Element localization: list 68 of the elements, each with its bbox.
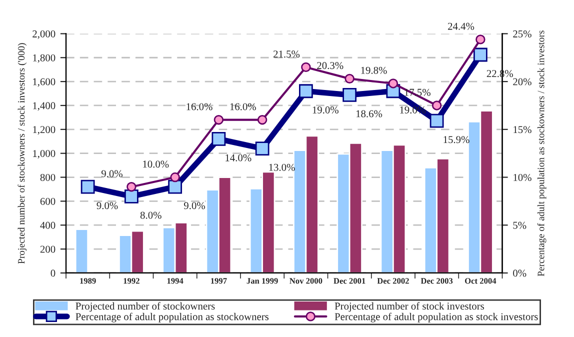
data-label: 18.6% — [356, 110, 382, 118]
point — [170, 172, 180, 182]
point — [473, 48, 488, 62]
point — [344, 74, 354, 84]
point — [388, 78, 398, 88]
point — [301, 62, 311, 72]
y2-tick-label: 15% — [514, 126, 532, 134]
y-tick-label: 200 — [40, 246, 56, 253]
point — [126, 182, 136, 192]
x-tick-label: Dec 2002 — [377, 278, 409, 284]
data-label: 14.0% — [226, 154, 252, 162]
point — [214, 114, 224, 125]
y-tick-label: 2,000 — [32, 30, 56, 39]
x-tick-label: 1994 — [167, 278, 184, 284]
data-label: 16.0% — [230, 103, 256, 110]
point — [80, 180, 95, 194]
y-tick-label: 800 — [40, 174, 56, 181]
y2-tick-label: 25% — [513, 30, 532, 38]
y-tick-label: 1,800 — [33, 54, 56, 63]
x-tick-label: 1989 — [80, 278, 96, 284]
legend-label: Percentage of adult population as stock investors — [334, 312, 538, 322]
legend-label: Projected number of stockowners — [76, 302, 215, 312]
point — [212, 132, 226, 146]
y-tick-label: 0 — [50, 270, 56, 277]
point — [342, 88, 357, 102]
point — [168, 180, 182, 194]
data-label: 15.9% — [444, 136, 470, 144]
data-label: 16.0% — [186, 103, 212, 110]
data-label: 9.0% — [101, 170, 122, 178]
point — [255, 142, 270, 156]
data-label: 19.8% — [361, 66, 387, 74]
y-tick-label: 1,200 — [33, 126, 56, 135]
bar — [74, 228, 89, 273]
x-tick-label: Dec 2003 — [420, 278, 453, 284]
data-label: 13.0% — [269, 164, 295, 171]
point — [298, 84, 313, 98]
y2-tick-label: 0% — [513, 270, 526, 277]
x-tick-label: Jan 1999 — [246, 278, 278, 284]
y-tick-label: 1,600 — [33, 78, 56, 87]
x-tick-label: 1997 — [211, 278, 227, 284]
y-tick-label: 1,000 — [33, 150, 56, 159]
point — [124, 189, 138, 204]
data-label: 21.5% — [274, 50, 300, 58]
y-tick-label: 400 — [40, 222, 56, 229]
x-tick-label: Oct 2004 — [464, 278, 496, 284]
point — [257, 114, 268, 125]
x-tick-label: Nov 2000 — [290, 278, 322, 284]
point — [476, 34, 486, 44]
y-tick-label: 600 — [40, 198, 56, 205]
y2-tick-label: 5% — [513, 222, 526, 229]
data-label: 20.3% — [317, 62, 344, 70]
point — [430, 114, 444, 128]
data-label: 9.0% — [184, 202, 206, 210]
data-label: 19.0% — [312, 106, 338, 114]
legend-label: Percentage of adult population as stockowners — [76, 312, 269, 322]
y-tick-label: 1,400 — [33, 102, 56, 111]
y2-axis-title: Percentage of adult population as stockowners / stock investors — [537, 30, 546, 276]
y2-tick-label: 20% — [513, 78, 532, 86]
x-tick-label: Dec 2001 — [334, 278, 366, 284]
x-tick-label: 1992 — [124, 278, 140, 284]
y2-tick-label: 10% — [514, 174, 532, 182]
y-axis-title: Projected number of stockowners / stock investors ('000) — [18, 43, 27, 264]
data-label: 10.0% — [143, 160, 169, 168]
data-label: 24.4% — [448, 22, 474, 30]
data-label: 8.0% — [140, 212, 162, 219]
data-label: 9.0% — [96, 202, 118, 210]
point — [432, 100, 442, 110]
legend-label: Projected number of stock investors — [334, 302, 484, 312]
